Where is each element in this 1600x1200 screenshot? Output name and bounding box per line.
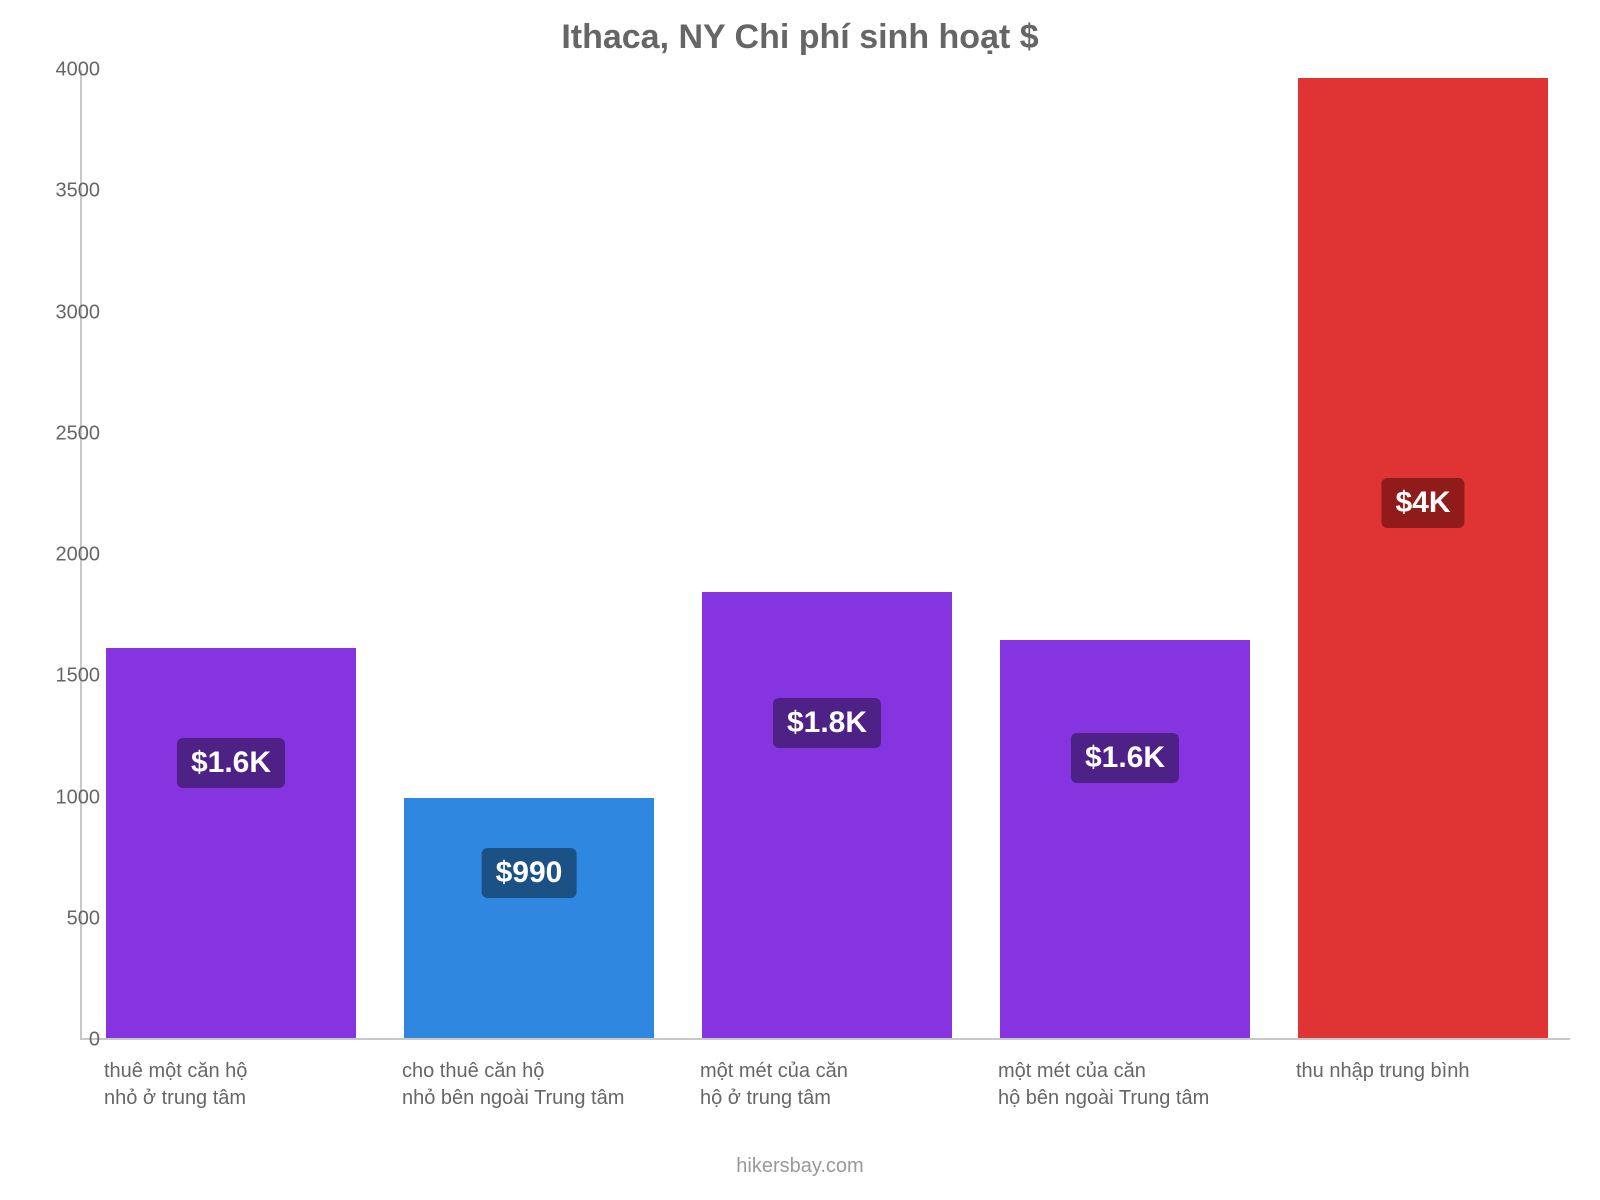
bar (1000, 640, 1250, 1038)
bar-value-label: $1.6K (177, 738, 285, 788)
bar (106, 648, 356, 1038)
x-category-label: thu nhập trung bình (1296, 1058, 1469, 1085)
bar-value-label: $1.8K (773, 698, 881, 748)
y-tick-label: 500 (40, 907, 100, 930)
chart-container: Ithaca, NY Chi phí sinh hoạt $ $1.6K $990… (0, 0, 1600, 1200)
bar (702, 592, 952, 1038)
plot-area: $1.6K $990 $1.8K $1.6K $4K (80, 70, 1570, 1040)
bar-value-label: $990 (482, 848, 577, 898)
y-tick-label: 2000 (40, 544, 100, 567)
y-tick-label: 3000 (40, 301, 100, 324)
bar (1298, 78, 1548, 1038)
attribution-text: hikersbay.com (0, 1155, 1600, 1178)
y-tick-label: 1500 (40, 665, 100, 688)
x-category-label: cho thuê căn hộ nhỏ bên ngoài Trung tâm (402, 1058, 624, 1112)
y-tick-label: 0 (40, 1029, 100, 1052)
chart-title: Ithaca, NY Chi phí sinh hoạt $ (0, 18, 1600, 57)
x-category-label: một mét của căn hộ ở trung tâm (700, 1058, 848, 1112)
y-tick-label: 1000 (40, 786, 100, 809)
bar (404, 798, 654, 1038)
y-tick-label: 4000 (40, 59, 100, 82)
bar-value-label: $1.6K (1071, 733, 1179, 783)
bar-value-label: $4K (1381, 478, 1464, 528)
x-category-label: thuê một căn hộ nhỏ ở trung tâm (104, 1058, 247, 1112)
y-tick-label: 3500 (40, 180, 100, 203)
x-category-label: một mét của căn hộ bên ngoài Trung tâm (998, 1058, 1209, 1112)
y-tick-label: 2500 (40, 422, 100, 445)
